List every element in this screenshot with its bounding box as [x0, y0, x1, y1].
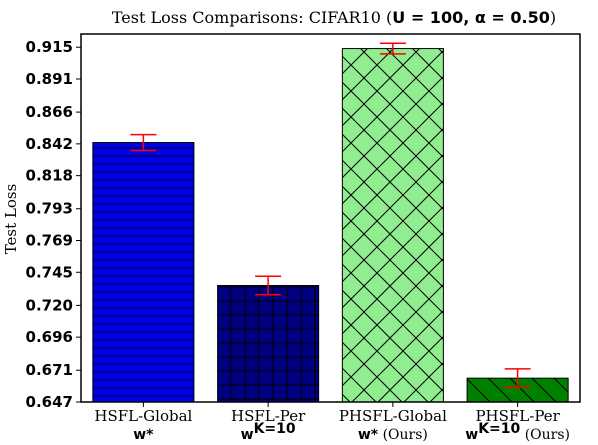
bar: [92, 142, 195, 403]
x-sublabel-suffix: (Ours): [520, 427, 570, 443]
x-sublabel-superscript: K=10: [254, 421, 296, 437]
x-category-sublabel: w* (Ours): [358, 427, 428, 443]
chart-title: Test Loss Comparisons: CIFAR10 (U = 100,…: [112, 8, 556, 27]
x-category-sublabel: w*: [133, 427, 154, 443]
y-tick-label: 0.696: [26, 328, 73, 346]
y-tick-label: 0.915: [26, 38, 73, 56]
bar: [341, 48, 444, 403]
y-tick-label: 0.671: [26, 361, 73, 379]
x-category-sublabel: wK=10 (Ours): [465, 421, 570, 443]
errorbars-group: [130, 42, 531, 389]
plot-frame: [80, 33, 581, 403]
y-tick-label: 0.720: [26, 296, 73, 314]
x-sublabel-suffix: (Ours): [378, 427, 428, 443]
y-tick-label: 0.842: [26, 135, 73, 153]
x-sublabel-symbol: w: [465, 427, 478, 443]
bar: [217, 285, 320, 403]
y-tick-label: 0.745: [26, 263, 73, 281]
x-sublabel-symbol: w: [241, 427, 254, 443]
y-tick-label: 0.647: [26, 393, 73, 411]
bars-group: [92, 48, 569, 403]
x-sublabel-symbol: w*: [358, 427, 379, 443]
chart-title-params: U = 100, α = 0.50: [392, 8, 550, 27]
x-category-label: PHSFL-Per: [475, 407, 560, 425]
y-tick-label: 0.818: [26, 167, 73, 185]
x-sublabel-superscript: K=10: [478, 421, 520, 437]
x-labels-group: HSFL-Globalw*HSFL-PerwK=10PHSFL-Globalw*…: [94, 402, 570, 443]
chart-title-prefix: Test Loss Comparisons: CIFAR10 (: [112, 8, 392, 27]
y-tick-label: 0.793: [26, 200, 73, 218]
x-category-label: HSFL-Per: [231, 407, 306, 425]
x-category-label: PHSFL-Global: [339, 407, 447, 425]
y-tick-label: 0.891: [26, 70, 73, 88]
chart-title-suffix: ): [550, 8, 556, 27]
x-category-label: HSFL-Global: [94, 407, 192, 425]
x-sublabel-symbol: w*: [133, 427, 154, 443]
x-category-sublabel: wK=10: [241, 421, 296, 443]
y-tick-label: 0.866: [26, 103, 73, 121]
y-tick-label: 0.769: [26, 232, 73, 250]
y-ticks-group: 0.915 0.891 0.866 0.842 0.818 0.793 0.769 0.745…: [26, 38, 81, 411]
y-axis-label: Test Loss: [2, 184, 20, 255]
